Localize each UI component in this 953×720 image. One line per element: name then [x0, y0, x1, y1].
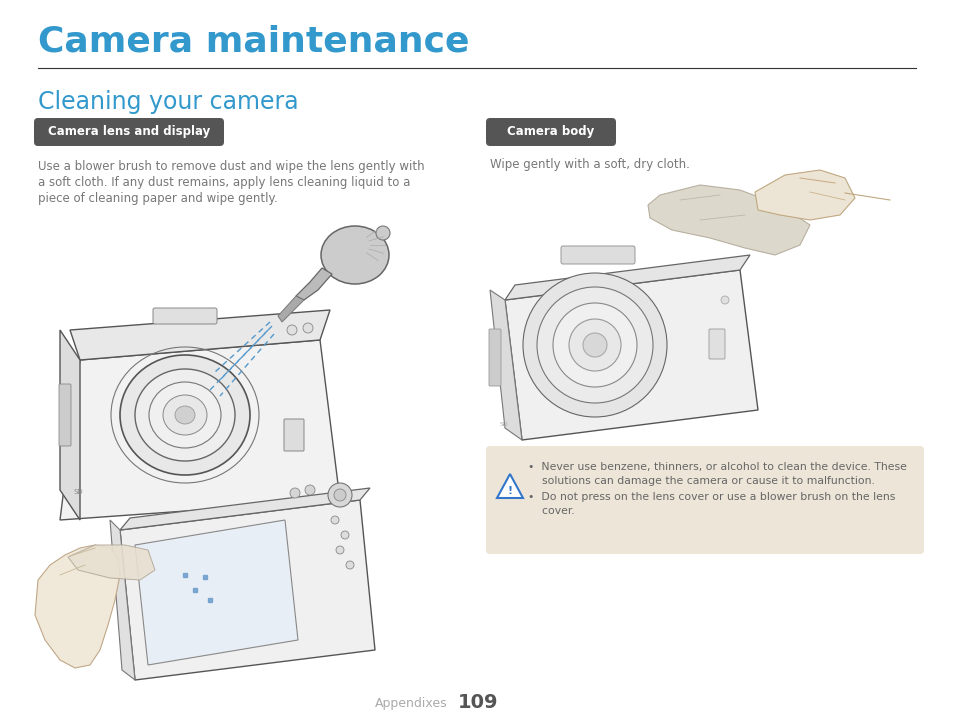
FancyBboxPatch shape [485, 118, 616, 146]
Polygon shape [490, 290, 521, 440]
Circle shape [334, 489, 346, 501]
Polygon shape [277, 296, 304, 322]
FancyBboxPatch shape [485, 446, 923, 554]
Circle shape [335, 546, 344, 554]
Circle shape [303, 323, 313, 333]
Polygon shape [135, 520, 297, 665]
Polygon shape [70, 310, 330, 360]
Circle shape [346, 561, 354, 569]
Circle shape [537, 287, 652, 403]
Ellipse shape [135, 369, 234, 461]
Polygon shape [504, 270, 758, 440]
FancyBboxPatch shape [152, 308, 216, 324]
FancyBboxPatch shape [560, 246, 635, 264]
Text: Camera lens and display: Camera lens and display [48, 125, 210, 138]
Circle shape [568, 319, 620, 371]
Text: piece of cleaning paper and wipe gently.: piece of cleaning paper and wipe gently. [38, 192, 277, 205]
FancyBboxPatch shape [34, 118, 224, 146]
Text: a soft cloth. If any dust remains, apply lens cleaning liquid to a: a soft cloth. If any dust remains, apply… [38, 176, 410, 189]
Circle shape [290, 488, 299, 498]
Circle shape [375, 226, 390, 240]
Ellipse shape [174, 406, 194, 424]
Polygon shape [647, 185, 809, 255]
Text: •  Do not press on the lens cover or use a blower brush on the lens: • Do not press on the lens cover or use … [527, 492, 895, 502]
FancyBboxPatch shape [708, 329, 724, 359]
Text: !: ! [507, 486, 512, 496]
Polygon shape [504, 255, 749, 300]
Circle shape [553, 303, 637, 387]
Polygon shape [754, 170, 854, 220]
Circle shape [720, 296, 728, 304]
Text: Camera maintenance: Camera maintenance [38, 25, 469, 59]
Circle shape [582, 333, 606, 357]
Polygon shape [120, 488, 370, 530]
Circle shape [522, 273, 666, 417]
Ellipse shape [163, 395, 207, 435]
Circle shape [331, 516, 338, 524]
Text: Camera body: Camera body [507, 125, 594, 138]
Ellipse shape [120, 355, 250, 475]
Circle shape [328, 483, 352, 507]
FancyBboxPatch shape [284, 419, 304, 451]
Text: cover.: cover. [527, 506, 574, 516]
Polygon shape [120, 500, 375, 680]
Polygon shape [295, 268, 332, 300]
Polygon shape [110, 520, 135, 680]
Text: Use a blower brush to remove dust and wipe the lens gently with: Use a blower brush to remove dust and wi… [38, 160, 424, 173]
Text: Appendixes: Appendixes [375, 696, 448, 709]
Circle shape [287, 325, 296, 335]
Text: solutions can damage the camera or cause it to malfunction.: solutions can damage the camera or cause… [527, 476, 874, 486]
Circle shape [305, 485, 314, 495]
Polygon shape [60, 340, 339, 520]
Text: 109: 109 [457, 693, 498, 713]
Text: SD: SD [499, 421, 508, 426]
Text: Cleaning your camera: Cleaning your camera [38, 90, 298, 114]
Circle shape [340, 531, 349, 539]
Ellipse shape [149, 382, 221, 448]
Polygon shape [497, 474, 522, 498]
Text: Wipe gently with a soft, dry cloth.: Wipe gently with a soft, dry cloth. [490, 158, 689, 171]
Text: SD: SD [73, 489, 83, 495]
FancyBboxPatch shape [59, 384, 71, 446]
Polygon shape [35, 545, 120, 668]
FancyBboxPatch shape [489, 329, 500, 386]
Polygon shape [60, 330, 80, 520]
Ellipse shape [320, 226, 389, 284]
Text: •  Never use benzene, thinners, or alcohol to clean the device. These: • Never use benzene, thinners, or alcoho… [527, 462, 906, 472]
Polygon shape [68, 545, 154, 580]
